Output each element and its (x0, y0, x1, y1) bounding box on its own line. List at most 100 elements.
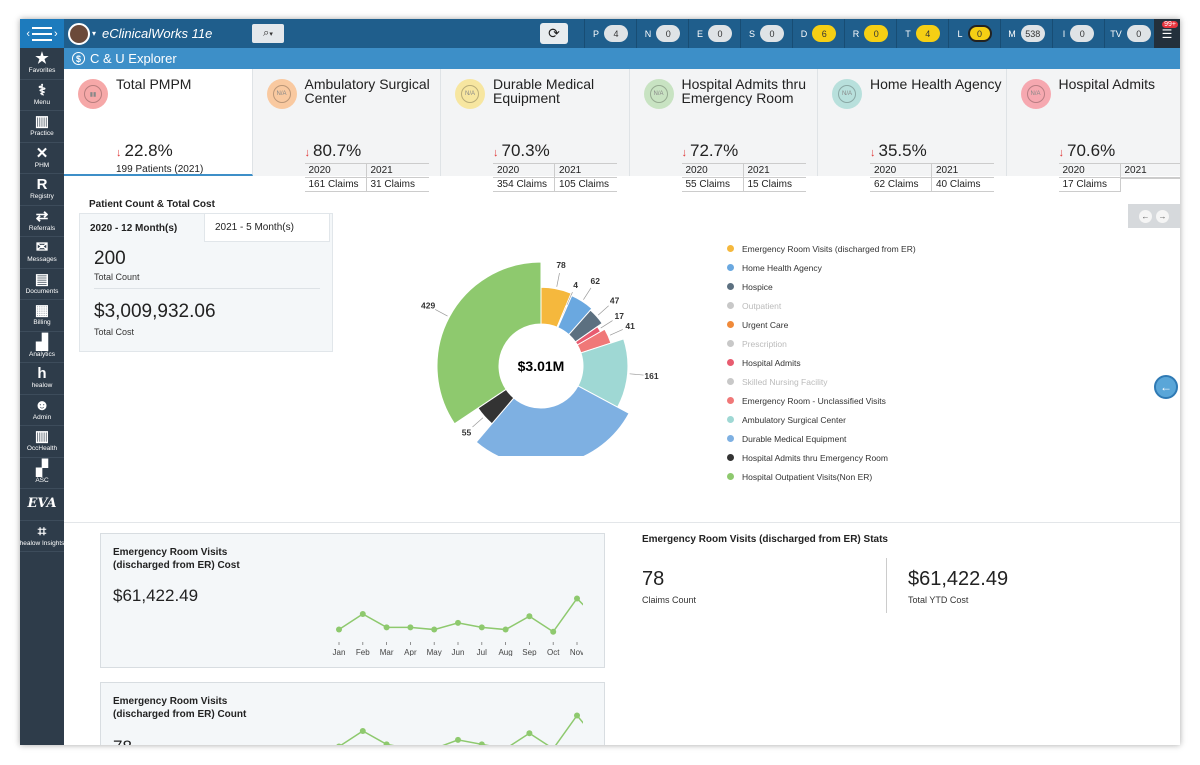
donut-slice[interactable] (475, 385, 630, 456)
sparkline-point[interactable] (336, 743, 342, 745)
kpi-card[interactable]: N/A Hospital Admits ↓ 70.6% 2020 17 Claims 202… (1006, 69, 1180, 192)
chevron-right-icon[interactable]: → (1156, 209, 1169, 223)
notification-button[interactable]: ☰ 99+ (1154, 19, 1180, 48)
legend-item[interactable]: Outpatient (727, 296, 916, 315)
ytd-cost-label: Total YTD Cost (908, 595, 969, 605)
axis-tick-label: Jun (452, 648, 465, 656)
registry-icon: R (36, 176, 48, 194)
legend-item[interactable]: Hospital Outpatient Visits(Non ER) (727, 467, 916, 486)
legend-item[interactable]: Hospital Admits thru Emergency Room (727, 448, 916, 467)
kpi-card[interactable]: N/A Home Health Agency ↓ 35.5% 2020 62 Claims… (818, 69, 1007, 192)
legend-item[interactable]: Home Health Agency (727, 258, 916, 277)
legend-label: Hospital Admits thru Emergency Room (742, 452, 888, 463)
sidebar-item[interactable]: ▥ OccHealth (20, 426, 64, 458)
sidebar-item[interactable]: ✉ Messages (20, 237, 64, 269)
sidebar-item[interactable]: ▞ ASC (20, 458, 64, 489)
legend-item[interactable]: Emergency Room - Unclassified Visits (727, 391, 916, 410)
kpi-nav: ← → (1128, 204, 1180, 228)
chevron-left-icon[interactable]: ‹ (26, 27, 30, 40)
kpi-card[interactable]: N/A Hospital Admits thru Emergency Room ↓ 7… (629, 69, 818, 192)
sparkline-point[interactable] (550, 628, 557, 635)
sparkline-point[interactable] (526, 730, 533, 737)
legend-item[interactable]: Durable Medical Equipment (727, 429, 916, 448)
kpi-card[interactable]: ▮▮ Total PMPM ↓ 22.8% 199 Patients (2021) (64, 69, 253, 176)
sidebar-item[interactable]: ⚕ Menu (20, 80, 64, 111)
donut-center-label: $3.01M (518, 358, 565, 374)
patient-search-button[interactable]: ⌕ ▾ (252, 24, 285, 43)
legend-item[interactable]: Prescription (727, 334, 916, 353)
sidebar-item[interactable]: ▥ Practice (20, 111, 64, 143)
legend-item[interactable]: Ambulatory Surgical Center (727, 410, 916, 429)
tab-2020[interactable]: 2020 - 12 Month(s) (80, 214, 205, 242)
page-title: C & U Explorer (90, 51, 177, 66)
sparkline-point[interactable] (478, 741, 485, 745)
kpi-card[interactable]: N/A Ambulatory Surgical Center ↓ 80.7% 2020 1… (252, 69, 441, 192)
sparkline-point[interactable] (359, 611, 366, 617)
avatar[interactable] (68, 22, 90, 45)
tab-2021[interactable]: 2021 - 5 Month(s) (205, 214, 330, 242)
sparkline-point[interactable] (336, 626, 342, 633)
sidebar-item[interactable]: EVA (20, 489, 64, 521)
chevron-right-icon[interactable]: › (54, 27, 58, 40)
sidebar-item[interactable]: ☻ Admin (20, 395, 64, 426)
chart-legend: Emergency Room Visits (discharged from E… (727, 239, 916, 486)
chevron-left-icon[interactable]: ← (1139, 209, 1152, 223)
legend-item[interactable]: Hospice (727, 277, 916, 296)
sparkline-point[interactable] (359, 728, 366, 734)
sidebar-item[interactable]: ✕ PHM (20, 143, 64, 174)
sidebar-item[interactable]: ⌗ healow Insights (20, 521, 64, 552)
counter-m[interactable]: M 538 (1000, 19, 1052, 48)
sparkline-series (340, 714, 583, 745)
kpi-percent: ↓ 35.5% (870, 141, 927, 161)
sparkline-point[interactable] (526, 613, 533, 620)
legend-dot (727, 264, 734, 271)
kpi-claims: 40 Claims (932, 178, 994, 192)
counter-label: TV (1110, 28, 1122, 39)
kpi-card[interactable]: N/A Durable Medical Equipment ↓ 70.3% 2020 35… (441, 69, 630, 192)
legend-item[interactable]: Emergency Room Visits (discharged from E… (727, 239, 916, 258)
sparkline-point[interactable] (574, 712, 580, 719)
kpi-percent-value: 70.6% (1067, 141, 1116, 160)
kpi-title: Ambulatory Surgical Center (304, 76, 430, 106)
sparkline-point[interactable] (502, 626, 509, 633)
sparkline-point[interactable] (383, 741, 390, 745)
sidebar-item[interactable]: ▤ Documents (20, 269, 64, 300)
counter-label: S (748, 28, 755, 39)
arrow-down-icon: ↓ (116, 147, 122, 159)
counter-badge: 0 (1070, 25, 1095, 42)
legend-label: Hospice (742, 281, 773, 292)
sidebar-item[interactable]: ★ Favorites (20, 48, 64, 80)
sparkline-point[interactable] (574, 595, 580, 602)
legend-item[interactable]: Hospital Admits (727, 353, 916, 372)
sidebar-item[interactable]: ▦ Billing (20, 300, 64, 332)
sparkline-point[interactable] (407, 624, 414, 631)
counter-tv[interactable]: TV 0 (1104, 19, 1156, 48)
kpi-claims-table: 2020 17 Claims 2021 (1058, 163, 1180, 192)
legend-item[interactable]: Skilled Nursing Facility (727, 372, 916, 391)
refresh-button[interactable]: ⟳ (540, 23, 568, 44)
sidebar-toggle[interactable]: ‹ › (20, 19, 64, 48)
sidebar-item[interactable]: ▟ Analytics (20, 332, 64, 363)
hamburger-icon[interactable] (32, 26, 52, 41)
sidebar-item[interactable]: R Registry (20, 174, 64, 206)
collapse-panel-button[interactable]: ← (1154, 375, 1178, 399)
sparkline-point[interactable] (431, 626, 438, 633)
sparkline-point[interactable] (478, 624, 485, 631)
legend-item[interactable]: Urgent Care (727, 315, 916, 334)
sidebar-item[interactable]: h healow (20, 363, 64, 395)
sparkline-point[interactable] (383, 624, 390, 631)
chevron-down-icon[interactable]: ▾ (92, 29, 97, 38)
phm-icon: ✕ (35, 144, 49, 162)
sidebar-item[interactable]: ⇄ Referrals (20, 206, 64, 237)
sparkline-point[interactable] (455, 736, 461, 743)
sparkline-point[interactable] (455, 619, 461, 626)
